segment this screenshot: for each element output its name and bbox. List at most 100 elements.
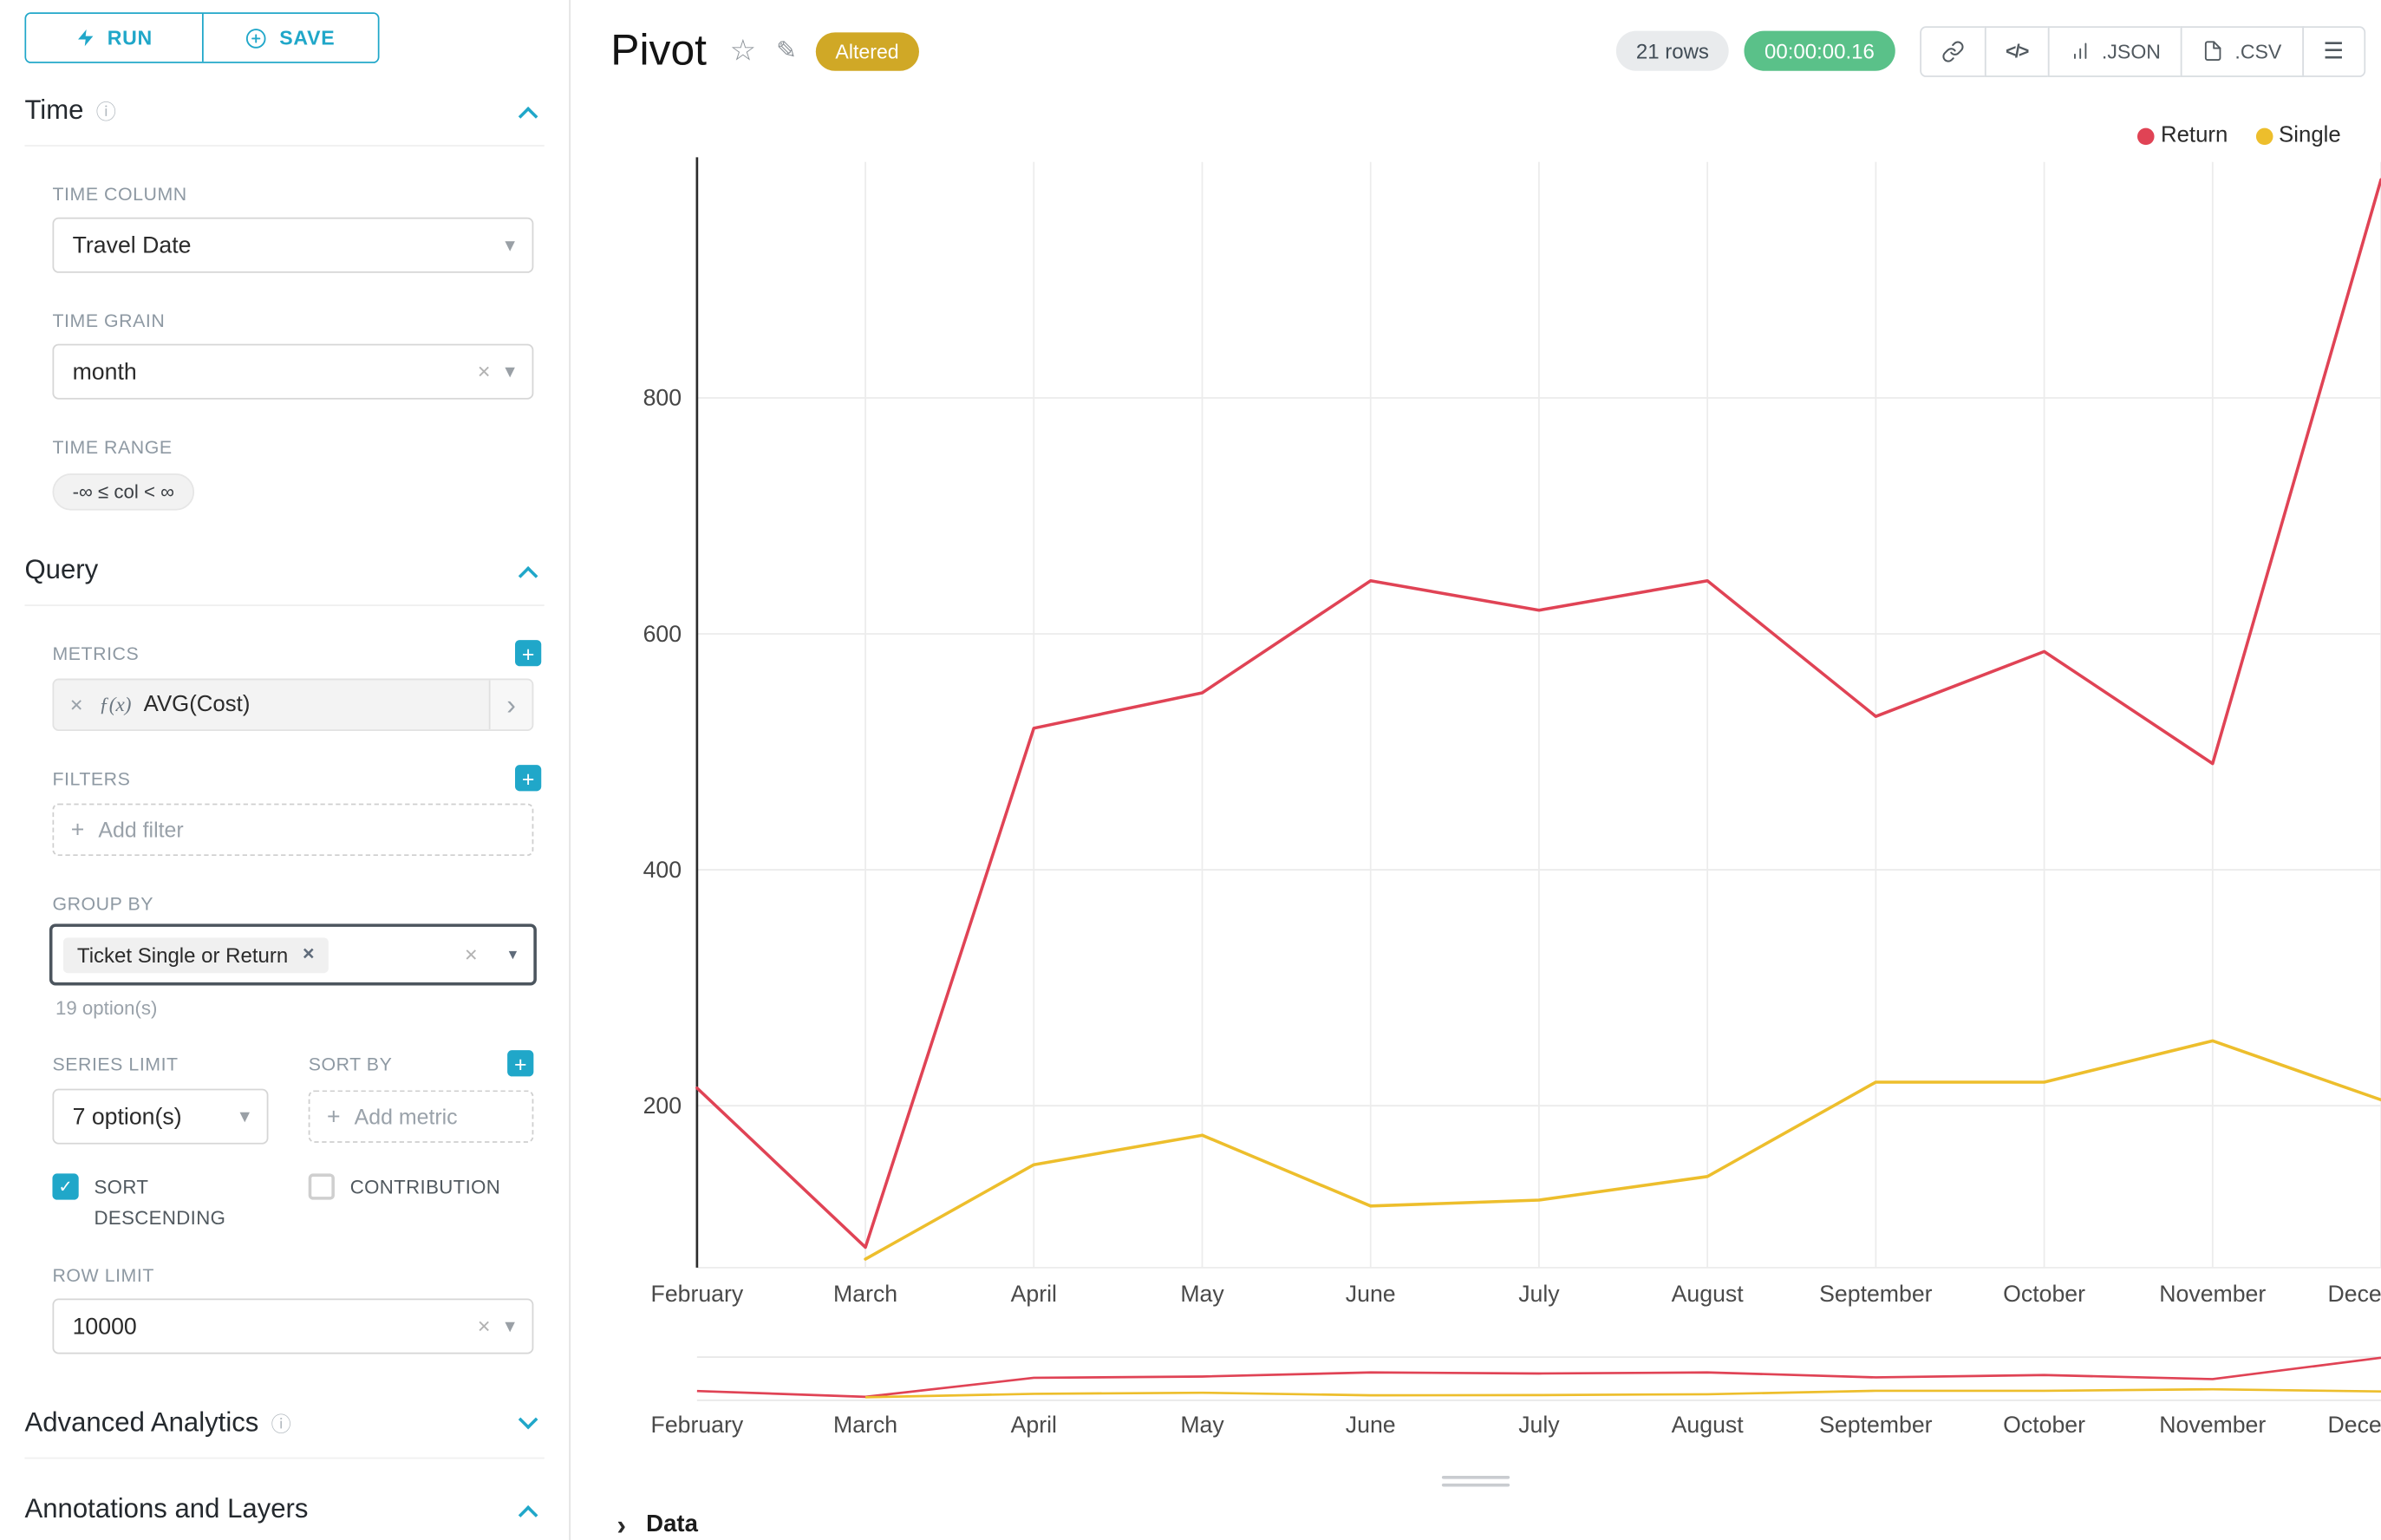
annotations-collapse-toggle[interactable] [518, 1495, 545, 1524]
time-grain-label: TIME GRAIN [52, 310, 166, 332]
contribution-label: CONTRIBUTION [349, 1176, 501, 1198]
function-icon: ƒ(x) [99, 692, 132, 716]
add-sort-plus-button[interactable]: + [507, 1050, 534, 1077]
svg-text:December: December [2328, 1412, 2381, 1438]
chart-title: Pivot [610, 26, 707, 75]
series-limit-label: SERIES LIMIT [52, 1052, 179, 1074]
annotations-title: Annotations and Layers [24, 1492, 309, 1524]
export-json-button[interactable]: .JSON [2047, 25, 2182, 77]
series-limit-value: 7 option(s) [72, 1103, 182, 1130]
add-filter-button[interactable]: + Add filter [52, 803, 534, 857]
row-limit-value: 10000 [72, 1313, 137, 1340]
time-column-value: Travel Date [72, 232, 192, 258]
time-range-pill[interactable]: -∞ ≤ col < ∞ [52, 473, 195, 511]
metric-item[interactable]: ✕ ƒ(x) AVG(Cost) › [52, 678, 534, 732]
embed-code-button[interactable]: </> [1984, 25, 2050, 77]
chevron-up-icon [518, 1504, 538, 1524]
clear-icon[interactable]: ✕ [476, 1317, 492, 1337]
add-metric-label: Add metric [354, 1104, 458, 1129]
svg-text:August: August [1672, 1281, 1745, 1307]
checkbox-row: ✓ SORT DESCENDING CONTRIBUTION [52, 1172, 533, 1234]
line-chart-canvas[interactable]: 200 400 600 800 February March April May June Jul… [571, 0, 2381, 1540]
query-section-header[interactable]: Query [24, 553, 545, 606]
chevron-up-icon [518, 106, 538, 126]
info-icon: ⓘ [271, 1413, 291, 1436]
advanced-collapse-toggle[interactable] [518, 1408, 545, 1437]
row-limit-select[interactable]: 10000 ✕ ▾ [52, 1298, 534, 1354]
add-filter-plus-button[interactable]: + [515, 765, 542, 792]
svg-text:February: February [651, 1412, 744, 1438]
chevron-down-icon [518, 1408, 538, 1429]
add-metric-plus-button[interactable]: + [515, 640, 542, 667]
svg-text:200: 200 [643, 1093, 682, 1119]
svg-text:March: March [833, 1412, 897, 1438]
control-panel: RUN SAVE Time ⓘ TIME COLUMN Travel Date … [0, 0, 571, 1540]
add-sort-metric-button[interactable]: + Add metric [308, 1090, 534, 1143]
svg-text:April: April [1011, 1281, 1057, 1307]
metric-label: AVG(Cost) [143, 692, 251, 717]
time-column-select[interactable]: Travel Date ▾ [52, 217, 534, 273]
time-collapse-toggle[interactable] [518, 96, 545, 126]
svg-text:400: 400 [643, 857, 682, 883]
clear-icon[interactable]: ✕ [464, 946, 479, 965]
save-button[interactable]: SAVE [201, 14, 378, 62]
time-section-header[interactable]: Time ⓘ [24, 94, 545, 147]
legend-dot-single [2255, 127, 2273, 145]
legend-label-return: Return [2160, 123, 2228, 148]
svg-text:September: September [1819, 1281, 1933, 1307]
export-toolbar: </> .JSON .CSV ☰ [1919, 25, 2366, 77]
checkbox-unchecked-icon[interactable] [308, 1173, 335, 1200]
contribution-checkbox[interactable]: CONTRIBUTION [308, 1172, 501, 1204]
svg-text:September: September [1819, 1412, 1933, 1438]
chart-header: Pivot ☆ ✎ Altered 21 rows 00:00:00.16 </… [571, 0, 2381, 83]
remove-tag-icon[interactable]: ✕ [302, 946, 316, 963]
svg-text:June: June [1346, 1281, 1396, 1307]
sort-by-label: SORT BY [308, 1052, 393, 1074]
filters-label: FILTERS [52, 767, 131, 789]
caret-down-icon: ▾ [239, 1104, 251, 1128]
lightning-icon [77, 29, 93, 47]
checkbox-checked-icon[interactable]: ✓ [52, 1173, 79, 1200]
clear-icon[interactable]: ✕ [476, 362, 492, 382]
hamburger-menu-icon: ☰ [2323, 38, 2345, 65]
group-by-select[interactable]: Ticket Single or Return ✕ ✕ ▼ [49, 923, 537, 986]
remove-metric-icon[interactable]: ✕ [69, 695, 84, 715]
chart-area: 200 400 600 800 February March April May June Jul… [571, 0, 2381, 1540]
legend-item-single[interactable]: Single [2255, 123, 2341, 148]
series-limit-select[interactable]: 7 option(s) ▾ [52, 1088, 269, 1145]
query-collapse-toggle[interactable] [518, 556, 545, 585]
annotations-header[interactable]: Annotations and Layers [24, 1493, 544, 1540]
menu-button[interactable]: ☰ [2301, 25, 2366, 77]
advanced-analytics-header[interactable]: Advanced Analytics ⓘ [24, 1406, 545, 1459]
favorite-star-icon[interactable]: ☆ [729, 35, 756, 68]
altered-badge[interactable]: Altered [815, 31, 919, 70]
link-icon [1941, 40, 1963, 62]
data-panel-toggle[interactable]: › Data [616, 1511, 698, 1539]
sort-descending-checkbox[interactable]: ✓ SORT DESCENDING [52, 1172, 308, 1234]
expand-metric-icon[interactable]: › [488, 680, 532, 730]
edit-title-icon[interactable]: ✎ [776, 38, 797, 65]
metrics-label: METRICS [52, 642, 140, 664]
file-icon [2205, 41, 2221, 61]
export-csv-button[interactable]: .CSV [2181, 25, 2304, 77]
caret-down-icon: ▾ [505, 1314, 516, 1337]
group-by-tag-label: Ticket Single or Return [76, 943, 289, 967]
svg-text:July: July [1518, 1281, 1560, 1307]
json-label: .JSON [2101, 39, 2162, 63]
header-right-controls: 21 rows 00:00:00.16 </> .JSON . [1615, 25, 2366, 77]
time-grain-value: month [72, 358, 137, 385]
svg-text:November: November [2159, 1412, 2266, 1438]
panel-resize-handle[interactable] [1441, 1471, 1510, 1491]
copy-link-button[interactable] [1919, 25, 1986, 77]
svg-text:October: October [2003, 1281, 2085, 1307]
time-grain-select[interactable]: month ✕ ▾ [52, 343, 534, 400]
svg-text:800: 800 [643, 385, 682, 411]
data-panel-title: Data [646, 1511, 698, 1538]
run-button[interactable]: RUN [26, 14, 202, 62]
legend-item-return[interactable]: Return [2137, 123, 2228, 148]
chevron-right-icon: › [616, 1510, 627, 1540]
sort-descending-label: SORT DESCENDING [94, 1176, 226, 1230]
plus-circle-icon [246, 28, 266, 48]
group-by-tag: Ticket Single or Return ✕ [62, 936, 329, 973]
options-count: 19 option(s) [55, 997, 158, 1020]
